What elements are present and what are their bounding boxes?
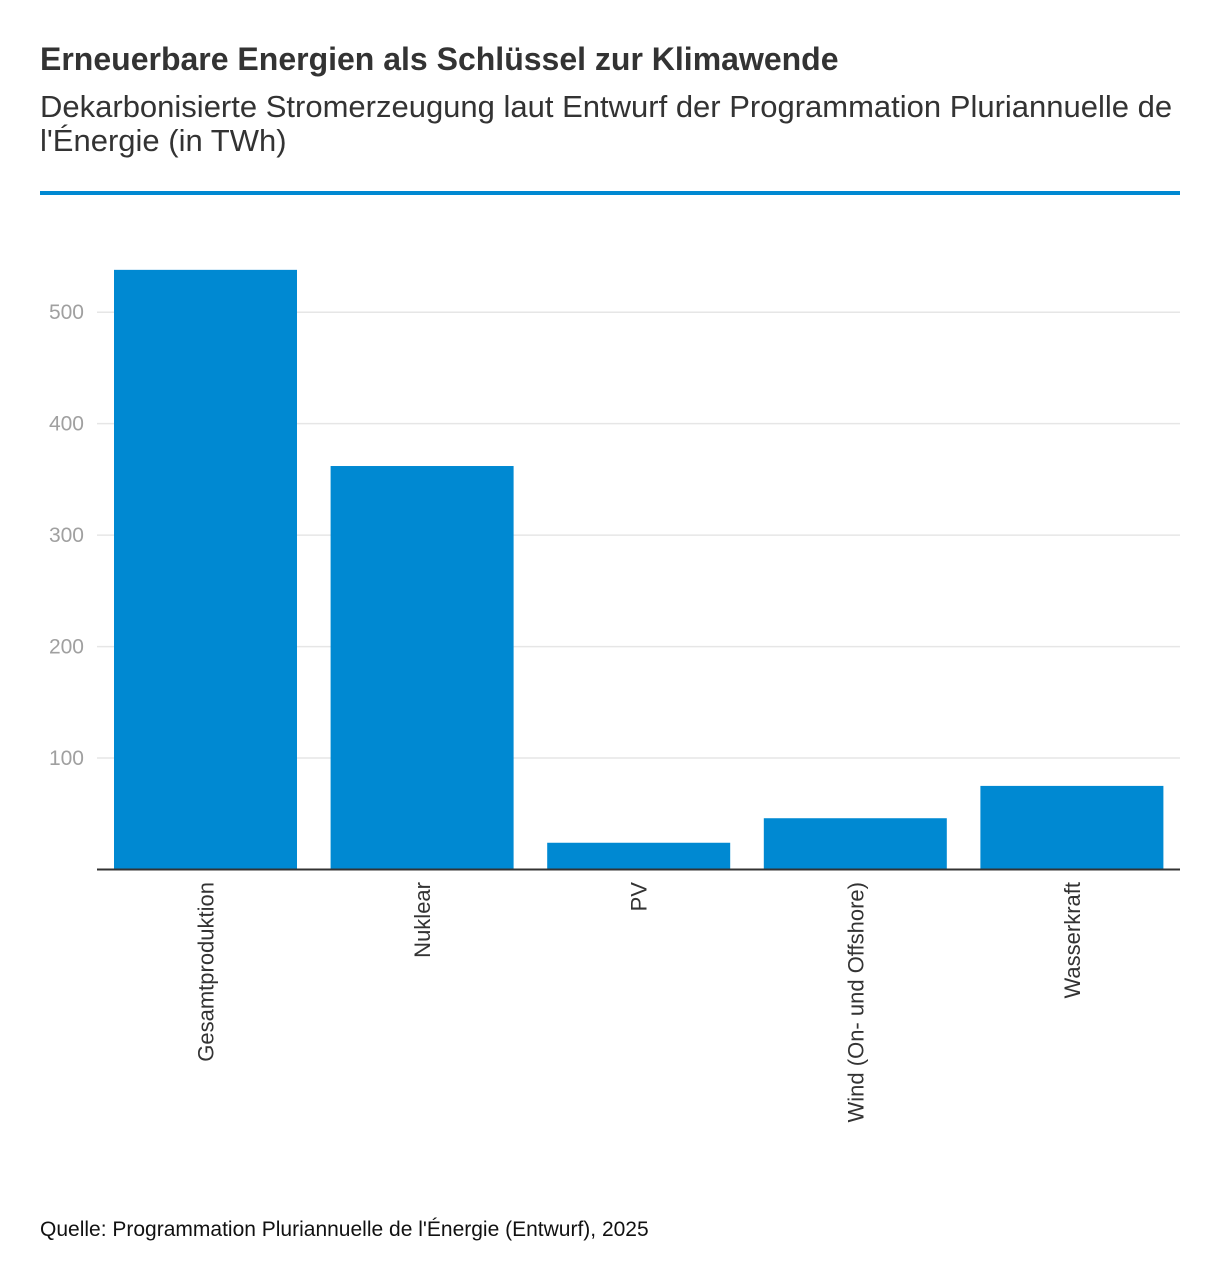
bar-2 xyxy=(547,842,731,870)
x-category-label-2: PV xyxy=(627,882,652,912)
source-note: Quelle: Programmation Pluriannuelle de l… xyxy=(40,1218,649,1241)
y-tick-label-300: 300 xyxy=(49,524,84,547)
x-axis-labels: Gesamtproduktion Nuklear PV Wind (On- und O… xyxy=(194,882,1085,1123)
chart-subtitle: Dekarbonisierte Stromerzeugung laut Entw… xyxy=(40,89,1173,159)
x-category-label-3: Wind (On- und Offshore) xyxy=(843,882,868,1122)
x-category-label-1: Nuklear xyxy=(410,882,435,958)
bar-chart: 100 200 300 400 500 Gesamtproduktion Nuklear P… xyxy=(49,269,1180,1123)
bar-4 xyxy=(980,785,1164,870)
x-category-label-0: Gesamtproduktion xyxy=(194,882,219,1062)
chart-title: Erneuerbare Energien als Schlüssel zur K… xyxy=(40,41,839,77)
bar-1 xyxy=(330,466,514,870)
title-rule xyxy=(40,191,1180,195)
bar-0 xyxy=(114,269,297,870)
y-axis-ticks: 100 200 300 400 500 xyxy=(49,301,84,770)
y-tick-label-500: 500 xyxy=(49,301,84,324)
y-tick-label-200: 200 xyxy=(49,636,84,659)
bars xyxy=(114,269,1164,870)
bar-3 xyxy=(763,818,947,870)
y-tick-label-100: 100 xyxy=(49,747,84,770)
y-tick-label-400: 400 xyxy=(49,413,84,436)
x-category-label-4: Wasserkraft xyxy=(1060,882,1085,999)
